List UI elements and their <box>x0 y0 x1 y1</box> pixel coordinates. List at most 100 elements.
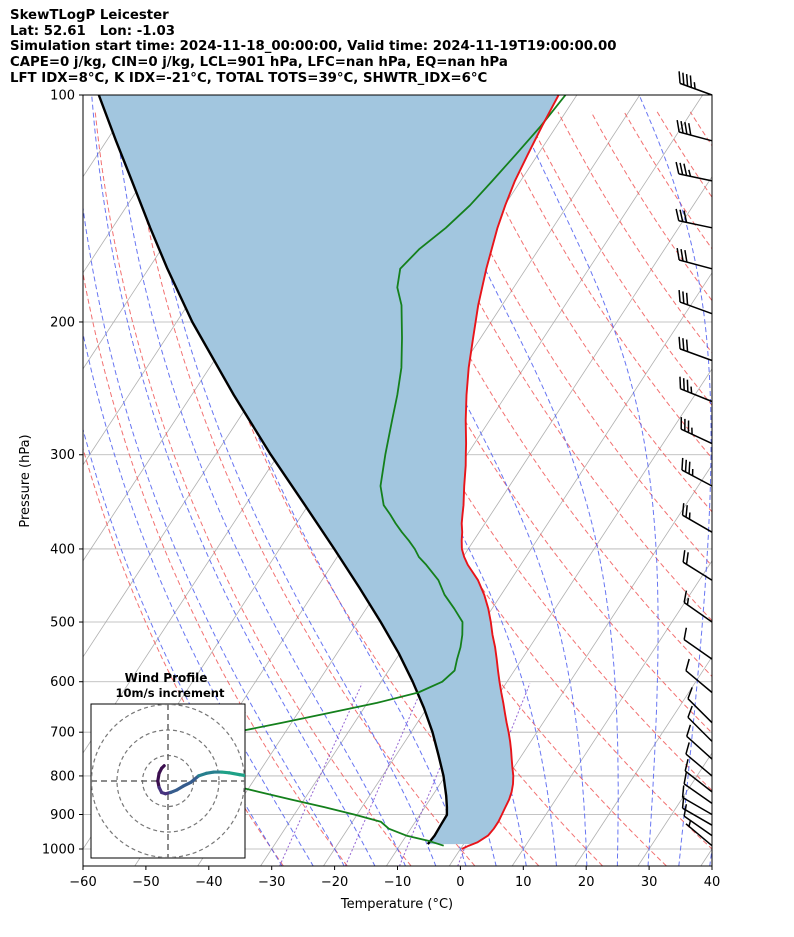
dry-adiabat <box>359 111 712 678</box>
y-tick-label: 800 <box>50 769 75 784</box>
dry-adiabat <box>226 111 667 866</box>
wind-barb <box>685 819 713 847</box>
x-tick-label: 10 <box>515 875 532 890</box>
isotherm-line <box>511 560 712 866</box>
wind-barb <box>687 687 713 724</box>
hodograph-subtitle: 10m/s increment <box>116 686 225 700</box>
wind-barb <box>681 785 713 816</box>
simulation-times: Simulation start time: 2024-11-18_00:00:… <box>10 39 617 55</box>
dry-adiabat <box>326 111 712 734</box>
wind-barb <box>675 208 713 229</box>
dry-adiabat <box>127 111 476 866</box>
moist-adiabat <box>509 95 659 866</box>
temperature-profile-line <box>460 95 560 850</box>
dry-adiabat <box>590 111 712 302</box>
isotherm-line <box>83 95 200 274</box>
moist-adiabat <box>112 95 407 866</box>
y-tick-label: 400 <box>50 542 75 557</box>
wind-barb <box>679 376 713 403</box>
stability-indices-1: CAPE=0 j/kg, CIN=0 j/kg, LCL=901 hPa, LF… <box>10 55 508 71</box>
x-tick-label: −10 <box>384 875 411 890</box>
x-tick-label: −30 <box>258 875 285 890</box>
parcel-profile-line <box>97 95 449 845</box>
wind-barb <box>678 289 713 315</box>
wind-barb <box>680 417 713 445</box>
moist-adiabat <box>83 331 314 866</box>
isotherm-line <box>323 272 712 866</box>
wind-barb <box>676 119 713 142</box>
hodograph-segment <box>237 773 245 778</box>
mixing-ratio-line <box>344 683 425 866</box>
wind-barbs <box>675 71 713 847</box>
y-tick-label: 300 <box>50 448 75 463</box>
x-tick-label: −50 <box>132 875 159 890</box>
dry-adiabat <box>392 111 712 622</box>
dry-adiabat <box>491 111 712 459</box>
mixing-ratio-line <box>279 683 363 866</box>
wind-barb <box>676 247 713 270</box>
isotherm-line <box>0 95 11 866</box>
hodograph: Wind Profile 10m/s increment <box>90 671 246 859</box>
chart-header: SkewTLogP Leicester Lat: 52.61 Lon: -1.0… <box>10 8 617 87</box>
wind-barb <box>678 336 713 362</box>
wind-barb <box>683 627 713 660</box>
hodograph-segment <box>189 774 201 784</box>
y-tick-label: 700 <box>50 726 75 741</box>
chart-title: SkewTLogP Leicester <box>10 8 169 23</box>
x-tick-label: −40 <box>195 875 222 890</box>
isotherm-line <box>0 95 74 866</box>
dry-adiabat <box>756 112 794 866</box>
x-tick-label: 30 <box>641 875 658 890</box>
wind-barb <box>685 742 713 777</box>
hodograph-segment <box>227 771 241 777</box>
isotherm-line <box>764 95 794 866</box>
wind-barb <box>683 771 713 805</box>
wind-barb <box>675 161 713 182</box>
axis-ticks: −60 −50 −40 −30 −20 −10 0 10 20 30 40 100 200 300 400 5… <box>42 89 720 891</box>
moist-adiabat <box>410 95 619 866</box>
dry-adiabat <box>94 111 412 866</box>
dry-adiabat <box>160 111 540 866</box>
x-tick-label: 20 <box>578 875 595 890</box>
x-tick-label: 40 <box>704 875 721 890</box>
wind-barb <box>685 658 713 694</box>
y-tick-label: 600 <box>50 675 75 690</box>
wind-barb <box>681 503 713 533</box>
mixing-ratio-line <box>399 683 476 866</box>
cape-cin-area <box>98 95 559 845</box>
x-tick-label: −20 <box>321 875 348 890</box>
dry-adiabat <box>425 111 712 567</box>
dry-adiabat <box>723 112 794 866</box>
x-tick-label: −60 <box>69 875 96 890</box>
moist-adiabat <box>336 95 588 866</box>
y-tick-label: 100 <box>50 89 75 104</box>
wind-barb <box>681 796 713 826</box>
wind-barb <box>687 705 713 742</box>
y-tick-label: 1000 <box>42 843 75 858</box>
moist-adiabat <box>709 845 712 866</box>
isotherm-line <box>260 176 712 866</box>
y-tick-label: 900 <box>50 808 75 823</box>
cape-cin-shading <box>98 95 559 845</box>
moist-adiabat <box>83 204 345 866</box>
x-tick-label: 0 <box>456 875 464 890</box>
dry-adiabat <box>83 446 284 866</box>
moist-adiabat <box>136 95 437 866</box>
y-tick-label: 500 <box>50 616 75 631</box>
wind-barb <box>683 590 713 623</box>
wind-barb <box>684 759 713 793</box>
dry-adiabat <box>83 270 348 866</box>
wind-barb <box>678 71 713 96</box>
stability-indices-2: LFT IDX=8°C, K IDX=-21°C, TOTAL TOTS=39°… <box>10 70 488 86</box>
dry-adiabat <box>656 111 712 199</box>
wind-barb <box>686 724 713 760</box>
dry-adiabat <box>557 111 712 354</box>
location-text: Lat: 52.61 Lon: -1.03 <box>10 23 176 39</box>
x-axis-label: Temperature (°C) <box>340 897 453 912</box>
wind-barb <box>681 457 713 487</box>
y-axis-label: Pressure (hPa) <box>18 434 33 527</box>
hodograph-content <box>91 704 245 858</box>
wind-barb <box>683 804 713 837</box>
y-tick-label: 200 <box>50 315 75 330</box>
